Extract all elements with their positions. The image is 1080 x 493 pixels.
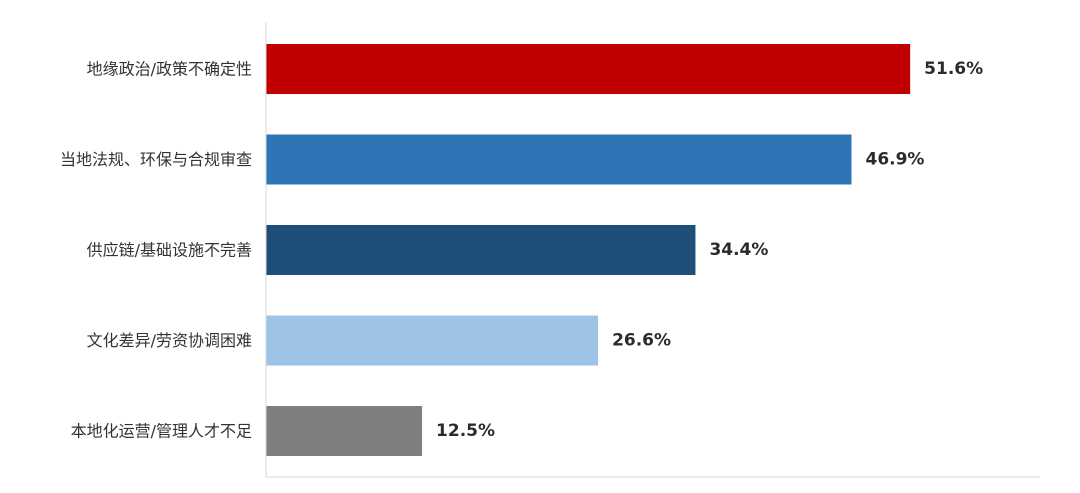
category-label-1: 当地法规、环保与合规审查 bbox=[60, 150, 252, 169]
bar-1 bbox=[266, 134, 852, 185]
bar-2 bbox=[266, 225, 696, 275]
category-label-2: 供应链/基础设施不完善 bbox=[87, 241, 252, 260]
labels-layer: 地缘政治/政策不确定性 51.6% 当地法规、环保与合规审查 46.9% 供应链/基础设… bbox=[60, 59, 983, 441]
category-label-0: 地缘政治/政策不确定性 bbox=[87, 60, 252, 79]
category-label-3: 文化差异/劳资协调困难 bbox=[87, 331, 252, 350]
value-label-4: 12.5% bbox=[436, 421, 495, 441]
bar-3 bbox=[266, 315, 599, 366]
bars-layer bbox=[266, 44, 911, 456]
value-label-2: 34.4% bbox=[709, 240, 768, 260]
value-label-1: 46.9% bbox=[865, 150, 924, 170]
value-label-3: 26.6% bbox=[612, 331, 671, 351]
category-label-4: 本地化运营/管理人才不足 bbox=[71, 422, 252, 441]
bar-0 bbox=[266, 44, 911, 94]
value-label-0: 51.6% bbox=[924, 59, 983, 79]
bar-4 bbox=[266, 406, 423, 456]
